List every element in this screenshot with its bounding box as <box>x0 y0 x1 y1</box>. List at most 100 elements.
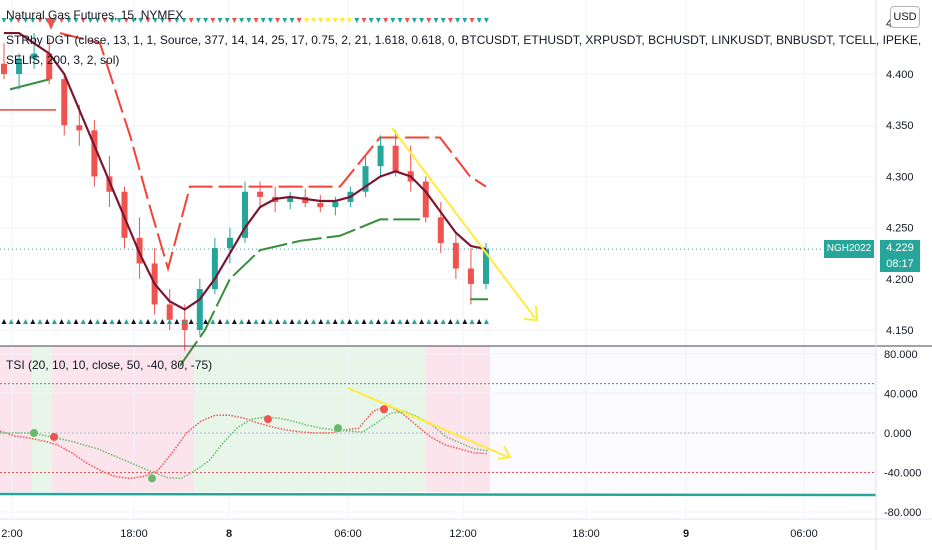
bottom-marker <box>375 319 381 324</box>
crossover-dot <box>50 432 58 441</box>
zone-red <box>52 346 194 492</box>
top-marker <box>404 18 410 23</box>
top-marker <box>37 18 43 23</box>
price-tick-label: 4.200 <box>886 274 914 286</box>
bar-countdown: 08:17 <box>886 258 914 270</box>
top-marker <box>318 18 324 23</box>
bottom-marker <box>109 319 115 324</box>
bottom-marker <box>37 319 43 324</box>
top-marker <box>231 18 237 23</box>
time-tick-label: 12:00 <box>449 528 477 540</box>
candles <box>1 33 489 351</box>
candle-body <box>76 125 83 131</box>
top-marker <box>419 18 425 23</box>
bottom-marker <box>59 319 65 324</box>
price-tick-label: 4.350 <box>886 120 914 132</box>
bottom-marker <box>462 319 468 324</box>
ma-line <box>4 31 487 311</box>
top-marker <box>267 18 273 23</box>
symbol-title[interactable]: Natural Gas Futures, 15, NYMEX <box>6 8 184 22</box>
bottom-marker <box>30 319 36 324</box>
top-marker <box>80 18 86 23</box>
top-marker <box>210 18 216 23</box>
bottom-marker <box>390 319 396 324</box>
support-step <box>9 78 51 91</box>
top-marker <box>375 18 381 23</box>
bottom-marker <box>447 319 453 324</box>
top-marker <box>275 18 281 23</box>
bottom-marker <box>275 319 281 324</box>
top-marker <box>325 18 331 23</box>
bottom-marker <box>188 319 194 324</box>
candle-body <box>362 166 369 192</box>
top-marker <box>426 18 432 23</box>
tsi-legend[interactable]: TSI (20, 10, 10, close, 50, -40, 80, -75… <box>6 358 213 372</box>
bottom-marker <box>318 319 324 324</box>
bottom-marker <box>8 319 14 324</box>
top-marker <box>217 18 223 23</box>
top-marker <box>253 18 259 23</box>
bottom-marker <box>195 319 201 324</box>
bottom-marker <box>368 319 374 324</box>
bottom-marker <box>210 319 216 324</box>
candle-body <box>196 289 203 330</box>
top-marker <box>447 18 453 23</box>
price-axis[interactable]: 4.150 4.200 4.250 4.300 4.350 4.400 4 80.000 40.… <box>884 18 921 519</box>
bottom-marker <box>51 319 57 324</box>
bottom-marker <box>260 319 266 324</box>
bottom-marker <box>203 319 209 324</box>
top-marker <box>138 18 144 23</box>
resistance-path <box>59 32 487 273</box>
candle-body <box>287 196 294 202</box>
tsi-tick-label: 0.000 <box>884 428 912 440</box>
indicator-legend-cont: SELIS, 200, 3, 2, sol) <box>6 53 120 67</box>
bottom-marker <box>231 319 237 324</box>
candle-body <box>166 304 173 320</box>
indicator-legend[interactable]: STRby DGT (close, 13, 1, 1, Source, 377,… <box>6 33 922 47</box>
top-marker <box>15 18 21 23</box>
top-marker <box>188 18 194 23</box>
bottom-marker <box>224 319 230 324</box>
tsi-tick-label: 40.000 <box>884 389 918 401</box>
tsi-tick-label: 80.000 <box>884 349 918 361</box>
bottom-marker <box>411 319 417 324</box>
time-tick-label: 2:00 <box>1 528 22 540</box>
crossover-dot <box>30 429 38 437</box>
top-marker <box>282 18 288 23</box>
top-marker <box>361 18 367 23</box>
bottom-marker <box>253 319 259 324</box>
zone-green <box>32 346 52 492</box>
top-marker <box>239 18 245 23</box>
top-marker <box>433 18 439 23</box>
currency-button[interactable]: USD <box>890 6 920 28</box>
top-marker <box>152 18 158 23</box>
top-marker <box>246 18 252 23</box>
candle-body <box>16 58 23 74</box>
bottom-marker <box>80 319 86 324</box>
price-tick-label: 4.400 <box>886 69 914 81</box>
bottom-marker <box>354 319 360 324</box>
signal-markers <box>1 18 489 324</box>
bottom-marker <box>282 319 288 324</box>
top-marker <box>354 18 360 23</box>
crossover-dot <box>148 474 156 483</box>
bottom-marker <box>123 319 129 324</box>
time-axis[interactable]: 2:00 18:00 8 06:00 12:00 18:00 9 06:00 <box>1 528 817 540</box>
top-marker <box>339 18 345 23</box>
price-tick-label: 4.150 <box>886 325 914 337</box>
zone-green <box>194 346 426 492</box>
bottom-marker <box>426 319 432 324</box>
bottom-marker <box>433 319 439 324</box>
top-marker <box>87 18 93 23</box>
candle-body <box>437 217 444 243</box>
top-marker <box>260 18 266 23</box>
bottom-marker <box>325 319 331 324</box>
top-marker <box>174 18 180 23</box>
bottom-marker <box>174 319 180 324</box>
bottom-marker <box>44 319 50 324</box>
top-marker <box>109 18 115 23</box>
candle-body <box>242 191 248 238</box>
resistance-line <box>0 32 487 273</box>
annotations <box>347 127 539 460</box>
